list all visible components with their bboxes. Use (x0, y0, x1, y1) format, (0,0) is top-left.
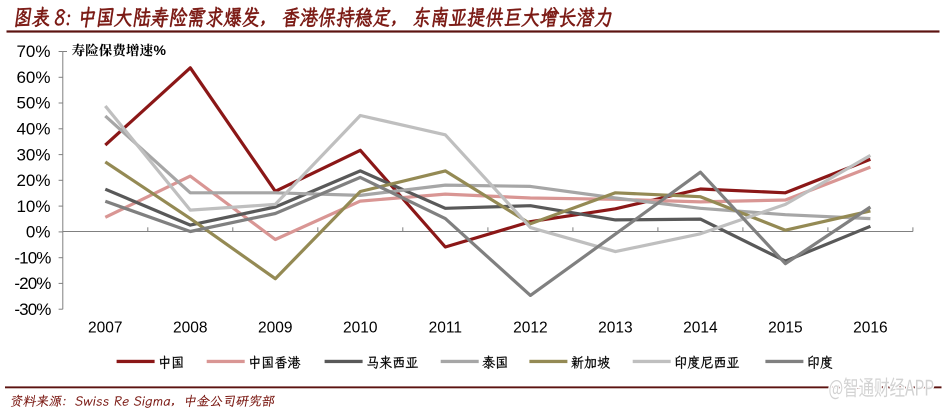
svg-text:70%: 70% (16, 42, 50, 61)
svg-text:-30%: -30% (14, 300, 51, 319)
svg-text:2013: 2013 (598, 320, 632, 337)
svg-text:-10%: -10% (14, 248, 51, 267)
svg-text:2007: 2007 (88, 320, 122, 337)
svg-text:60%: 60% (16, 68, 50, 87)
svg-text:2015: 2015 (768, 320, 802, 337)
svg-text:0%: 0% (26, 223, 51, 242)
svg-text:20%: 20% (16, 171, 50, 190)
svg-text:30%: 30% (16, 145, 50, 164)
svg-text:10%: 10% (16, 197, 50, 216)
svg-text:%: % (154, 42, 167, 58)
svg-text:2010: 2010 (343, 320, 378, 337)
svg-text:2014: 2014 (683, 320, 718, 337)
svg-text:2011: 2011 (429, 320, 462, 337)
svg-text:40%: 40% (16, 120, 50, 139)
svg-text:-20%: -20% (14, 274, 51, 293)
svg-text:50%: 50% (16, 94, 50, 113)
svg-text:2016: 2016 (853, 320, 887, 337)
svg-text:2009: 2009 (258, 320, 292, 337)
svg-text:2008: 2008 (173, 320, 207, 337)
svg-text:2012: 2012 (513, 320, 547, 337)
